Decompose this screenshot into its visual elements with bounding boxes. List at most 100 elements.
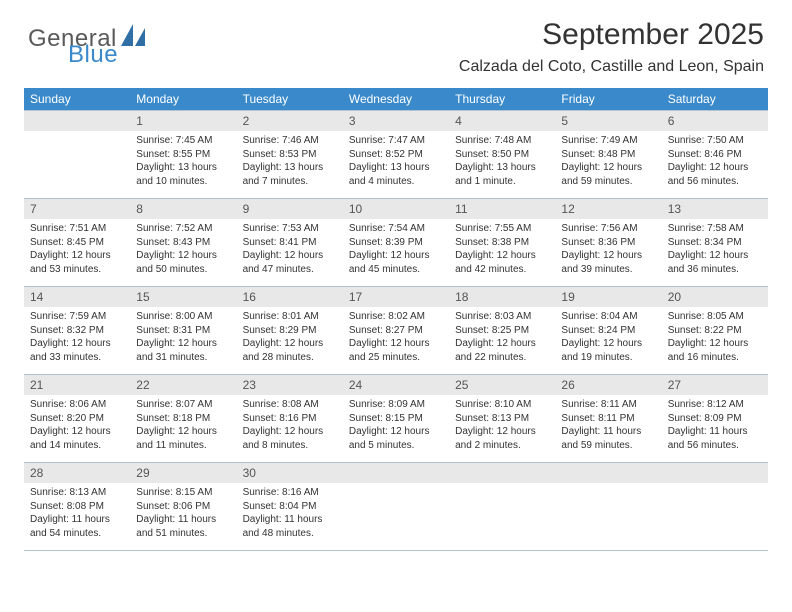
day-cell: Sunrise: 7:45 AMSunset: 8:55 PMDaylight:… (130, 131, 236, 198)
daylight-text: Daylight: 12 hours and 5 minutes. (349, 425, 443, 452)
daylight-text: Daylight: 12 hours and 22 minutes. (455, 337, 549, 364)
day-number: 25 (449, 375, 555, 395)
daylight-text: Daylight: 13 hours and 1 minute. (455, 161, 549, 188)
day-number (449, 463, 555, 483)
day-number-strip: 123456 (24, 111, 768, 131)
sunrise-text: Sunrise: 7:52 AM (136, 222, 230, 236)
sunset-text: Sunset: 8:55 PM (136, 148, 230, 162)
day-cell (662, 483, 768, 550)
day-cell: Sunrise: 8:10 AMSunset: 8:13 PMDaylight:… (449, 395, 555, 462)
day-number-strip: 282930 (24, 463, 768, 483)
day-cell: Sunrise: 7:56 AMSunset: 8:36 PMDaylight:… (555, 219, 661, 286)
day-number: 18 (449, 287, 555, 307)
sunrise-text: Sunrise: 7:55 AM (455, 222, 549, 236)
day-number-strip: 21222324252627 (24, 375, 768, 395)
sunrise-text: Sunrise: 7:47 AM (349, 134, 443, 148)
day-cell: Sunrise: 8:03 AMSunset: 8:25 PMDaylight:… (449, 307, 555, 374)
day-number (662, 463, 768, 483)
logo-sail-icon (121, 24, 147, 51)
sunset-text: Sunset: 8:18 PM (136, 412, 230, 426)
month-title: September 2025 (459, 18, 764, 52)
day-cell (24, 131, 130, 198)
daylight-text: Daylight: 12 hours and 11 minutes. (136, 425, 230, 452)
sunrise-text: Sunrise: 7:46 AM (243, 134, 337, 148)
day-number: 19 (555, 287, 661, 307)
daylight-text: Daylight: 12 hours and 53 minutes. (30, 249, 124, 276)
daylight-text: Daylight: 11 hours and 54 minutes. (30, 513, 124, 540)
day-cell: Sunrise: 7:47 AMSunset: 8:52 PMDaylight:… (343, 131, 449, 198)
day-cell: Sunrise: 8:02 AMSunset: 8:27 PMDaylight:… (343, 307, 449, 374)
sunset-text: Sunset: 8:27 PM (349, 324, 443, 338)
title-block: September 2025 Calzada del Coto, Castill… (459, 18, 764, 76)
sunrise-text: Sunrise: 8:05 AM (668, 310, 762, 324)
sunrise-text: Sunrise: 7:48 AM (455, 134, 549, 148)
day-number: 15 (130, 287, 236, 307)
day-number: 26 (555, 375, 661, 395)
day-cell (449, 483, 555, 550)
daylight-text: Daylight: 12 hours and 8 minutes. (243, 425, 337, 452)
sunrise-text: Sunrise: 8:01 AM (243, 310, 337, 324)
day-number (24, 111, 130, 131)
calendar-table: Sunday Monday Tuesday Wednesday Thursday… (24, 88, 768, 551)
sunset-text: Sunset: 8:04 PM (243, 500, 337, 514)
day-of-week-header-row: Sunday Monday Tuesday Wednesday Thursday… (24, 88, 768, 110)
sunset-text: Sunset: 8:41 PM (243, 236, 337, 250)
sunset-text: Sunset: 8:08 PM (30, 500, 124, 514)
dow-monday: Monday (130, 88, 236, 110)
week-row: 21222324252627Sunrise: 8:06 AMSunset: 8:… (24, 375, 768, 463)
day-body-strip: Sunrise: 8:06 AMSunset: 8:20 PMDaylight:… (24, 395, 768, 462)
dow-thursday: Thursday (449, 88, 555, 110)
day-number: 10 (343, 199, 449, 219)
daylight-text: Daylight: 12 hours and 28 minutes. (243, 337, 337, 364)
day-body-strip: Sunrise: 7:45 AMSunset: 8:55 PMDaylight:… (24, 131, 768, 198)
day-cell: Sunrise: 8:16 AMSunset: 8:04 PMDaylight:… (237, 483, 343, 550)
day-number-strip: 14151617181920 (24, 287, 768, 307)
day-number: 6 (662, 111, 768, 131)
day-cell (555, 483, 661, 550)
sunset-text: Sunset: 8:11 PM (561, 412, 655, 426)
dow-tuesday: Tuesday (237, 88, 343, 110)
sunrise-text: Sunrise: 8:13 AM (30, 486, 124, 500)
sunrise-text: Sunrise: 7:58 AM (668, 222, 762, 236)
day-cell: Sunrise: 8:12 AMSunset: 8:09 PMDaylight:… (662, 395, 768, 462)
daylight-text: Daylight: 12 hours and 42 minutes. (455, 249, 549, 276)
day-cell: Sunrise: 8:15 AMSunset: 8:06 PMDaylight:… (130, 483, 236, 550)
daylight-text: Daylight: 12 hours and 45 minutes. (349, 249, 443, 276)
daylight-text: Daylight: 11 hours and 59 minutes. (561, 425, 655, 452)
sunset-text: Sunset: 8:06 PM (136, 500, 230, 514)
sunset-text: Sunset: 8:29 PM (243, 324, 337, 338)
sunrise-text: Sunrise: 7:59 AM (30, 310, 124, 324)
daylight-text: Daylight: 12 hours and 47 minutes. (243, 249, 337, 276)
sunrise-text: Sunrise: 8:11 AM (561, 398, 655, 412)
sunset-text: Sunset: 8:09 PM (668, 412, 762, 426)
dow-friday: Friday (555, 88, 661, 110)
sunset-text: Sunset: 8:53 PM (243, 148, 337, 162)
sunrise-text: Sunrise: 8:15 AM (136, 486, 230, 500)
day-cell: Sunrise: 7:49 AMSunset: 8:48 PMDaylight:… (555, 131, 661, 198)
day-number: 27 (662, 375, 768, 395)
day-number (555, 463, 661, 483)
day-number: 5 (555, 111, 661, 131)
day-number: 3 (343, 111, 449, 131)
sunset-text: Sunset: 8:16 PM (243, 412, 337, 426)
daylight-text: Daylight: 12 hours and 19 minutes. (561, 337, 655, 364)
day-number: 7 (24, 199, 130, 219)
day-body-strip: Sunrise: 7:59 AMSunset: 8:32 PMDaylight:… (24, 307, 768, 374)
sunset-text: Sunset: 8:15 PM (349, 412, 443, 426)
sunset-text: Sunset: 8:39 PM (349, 236, 443, 250)
sunset-text: Sunset: 8:31 PM (136, 324, 230, 338)
daylight-text: Daylight: 12 hours and 25 minutes. (349, 337, 443, 364)
day-cell: Sunrise: 8:00 AMSunset: 8:31 PMDaylight:… (130, 307, 236, 374)
sunrise-text: Sunrise: 7:50 AM (668, 134, 762, 148)
location-subtitle: Calzada del Coto, Castille and Leon, Spa… (459, 58, 764, 76)
daylight-text: Daylight: 12 hours and 56 minutes. (668, 161, 762, 188)
sunrise-text: Sunrise: 8:09 AM (349, 398, 443, 412)
sunset-text: Sunset: 8:25 PM (455, 324, 549, 338)
day-number-strip: 78910111213 (24, 199, 768, 219)
sunset-text: Sunset: 8:20 PM (30, 412, 124, 426)
daylight-text: Daylight: 13 hours and 7 minutes. (243, 161, 337, 188)
daylight-text: Daylight: 11 hours and 51 minutes. (136, 513, 230, 540)
day-cell: Sunrise: 7:54 AMSunset: 8:39 PMDaylight:… (343, 219, 449, 286)
daylight-text: Daylight: 12 hours and 36 minutes. (668, 249, 762, 276)
day-number: 23 (237, 375, 343, 395)
